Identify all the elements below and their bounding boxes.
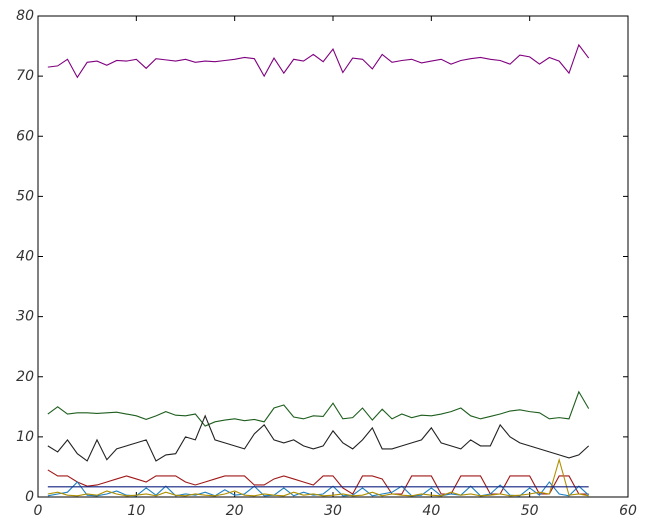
x-tick-label: 40 xyxy=(422,503,440,519)
x-tick-label: 20 xyxy=(226,503,244,519)
y-tick-label: 80 xyxy=(16,8,34,24)
plot-frame xyxy=(38,16,628,497)
y-tick-label: 40 xyxy=(16,249,34,265)
x-tick-label: 50 xyxy=(521,503,539,519)
y-tick-label: 50 xyxy=(16,188,34,204)
y-tick-label: 20 xyxy=(16,369,34,385)
y-tick-label: 60 xyxy=(16,128,34,144)
x-tick-label: 60 xyxy=(619,503,637,519)
x-tick-label: 30 xyxy=(324,503,342,519)
y-tick-label: 10 xyxy=(16,429,34,445)
chart: 010203040506070800102030405060 xyxy=(0,0,657,522)
page: 010203040506070800102030405060 (() => { … xyxy=(0,0,657,522)
x-tick-label: 10 xyxy=(127,503,145,519)
y-tick-label: 70 xyxy=(16,68,34,84)
y-tick-label: 30 xyxy=(16,309,34,325)
x-tick-label: 0 xyxy=(34,503,43,519)
